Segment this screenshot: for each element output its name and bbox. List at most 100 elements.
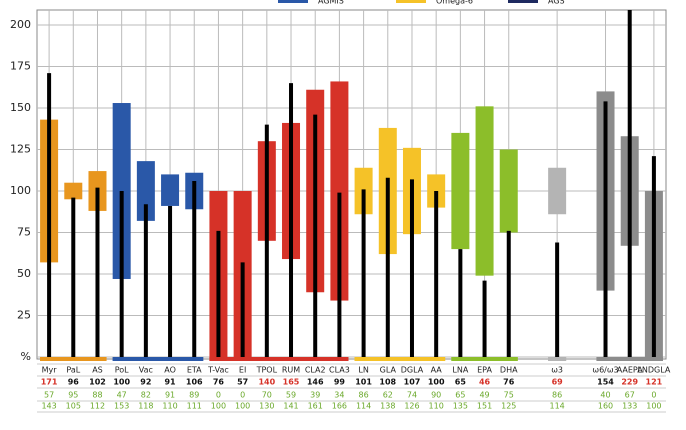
group-band <box>596 357 663 361</box>
category-label: ω3 <box>551 366 563 375</box>
min-label: 47 <box>117 391 127 400</box>
range-bar <box>64 182 83 200</box>
value-label: 91 <box>164 378 176 387</box>
y-tick-label: 200 <box>10 18 31 31</box>
range-bar <box>330 81 349 301</box>
max-label: 114 <box>549 402 564 411</box>
min-label: 34 <box>334 391 344 400</box>
max-label: 141 <box>283 402 298 411</box>
legend-label: Omega-6 <box>436 0 473 6</box>
y-tick-label: 150 <box>10 101 31 114</box>
range-bar <box>475 106 494 276</box>
max-label: 166 <box>332 402 347 411</box>
value-label: 165 <box>283 378 300 387</box>
y-tick-label: 50 <box>17 267 31 280</box>
range-bar <box>451 132 470 250</box>
min-label: 86 <box>359 391 369 400</box>
min-label: 67 <box>625 391 635 400</box>
value-label: 65 <box>455 378 467 387</box>
category-label: AA <box>431 366 443 375</box>
legend-swatch <box>278 0 308 3</box>
category-label: CLA2 <box>305 366 326 375</box>
value-label: 154 <box>597 378 614 387</box>
category-label: T-Vac <box>207 366 229 375</box>
max-label: 114 <box>356 402 371 411</box>
category-label: LNDGLA <box>637 366 670 375</box>
y-tick-label: 175 <box>10 60 31 73</box>
min-label: 62 <box>383 391 393 400</box>
value-label: 106 <box>186 378 203 387</box>
value-label: 229 <box>621 378 638 387</box>
value-label: 108 <box>379 378 396 387</box>
value-label: 102 <box>89 378 106 387</box>
max-label: 125 <box>501 402 516 411</box>
value-label: 100 <box>113 378 130 387</box>
value-label: 99 <box>334 378 346 387</box>
value-label: 76 <box>213 378 225 387</box>
y-tick-label: 25 <box>17 309 31 322</box>
value-label: 96 <box>68 378 80 387</box>
min-label: 59 <box>286 391 296 400</box>
value-label: 140 <box>258 378 275 387</box>
legend-swatch <box>396 0 426 3</box>
category-label: ω6/ω3 <box>592 366 618 375</box>
category-label: PaL <box>66 366 80 375</box>
value-label: 171 <box>41 378 58 387</box>
max-label: 111 <box>187 402 202 411</box>
min-label: 91 <box>165 391 175 400</box>
value-label: 69 <box>552 378 564 387</box>
max-label: 110 <box>429 402 444 411</box>
min-label: 74 <box>407 391 417 400</box>
min-label: 57 <box>44 391 54 400</box>
value-label: 76 <box>503 378 515 387</box>
max-label: 126 <box>404 402 419 411</box>
value-label: 57 <box>237 378 248 387</box>
value-label: 146 <box>307 378 324 387</box>
min-label: 39 <box>310 391 320 400</box>
max-label: 160 <box>598 402 613 411</box>
category-label: DGLA <box>401 366 424 375</box>
group-band <box>548 357 567 361</box>
category-label: GLA <box>380 366 397 375</box>
min-label: 70 <box>262 391 272 400</box>
group-band <box>112 357 204 361</box>
range-bar <box>499 149 518 233</box>
category-label: AO <box>164 366 176 375</box>
range-bar <box>548 167 567 215</box>
category-label: EI <box>239 366 246 375</box>
y-tick-label: 75 <box>17 226 31 239</box>
max-label: 100 <box>211 402 226 411</box>
min-label: 65 <box>455 391 465 400</box>
group-band <box>451 357 518 361</box>
category-label: CLA3 <box>329 366 350 375</box>
max-label: 112 <box>90 402 105 411</box>
max-label: 130 <box>259 402 274 411</box>
min-label: 86 <box>552 391 562 400</box>
group-band <box>354 357 446 361</box>
legend-swatch <box>508 0 538 3</box>
category-label: AAEPA <box>617 366 644 375</box>
max-label: 153 <box>114 402 129 411</box>
max-label: 100 <box>646 402 661 411</box>
max-label: 133 <box>622 402 637 411</box>
y-tick-label: 125 <box>10 143 31 156</box>
value-label: 107 <box>404 378 421 387</box>
min-label: 88 <box>92 391 102 400</box>
min-label: 75 <box>504 391 514 400</box>
max-label: 143 <box>41 402 56 411</box>
legend-label: AGMIS <box>318 0 344 6</box>
min-label: 0 <box>240 391 245 400</box>
min-label: 89 <box>189 391 199 400</box>
value-label: 92 <box>140 378 151 387</box>
value-label: 121 <box>646 378 663 387</box>
min-label: 90 <box>431 391 441 400</box>
max-label: 110 <box>162 402 177 411</box>
max-label: 138 <box>380 402 395 411</box>
category-label: DHA <box>500 366 518 375</box>
category-label: RUM <box>282 366 300 375</box>
value-label: 46 <box>479 378 491 387</box>
min-label: 95 <box>68 391 78 400</box>
y-tick-label: % <box>21 350 31 363</box>
max-label: 135 <box>453 402 468 411</box>
min-label: 49 <box>479 391 489 400</box>
